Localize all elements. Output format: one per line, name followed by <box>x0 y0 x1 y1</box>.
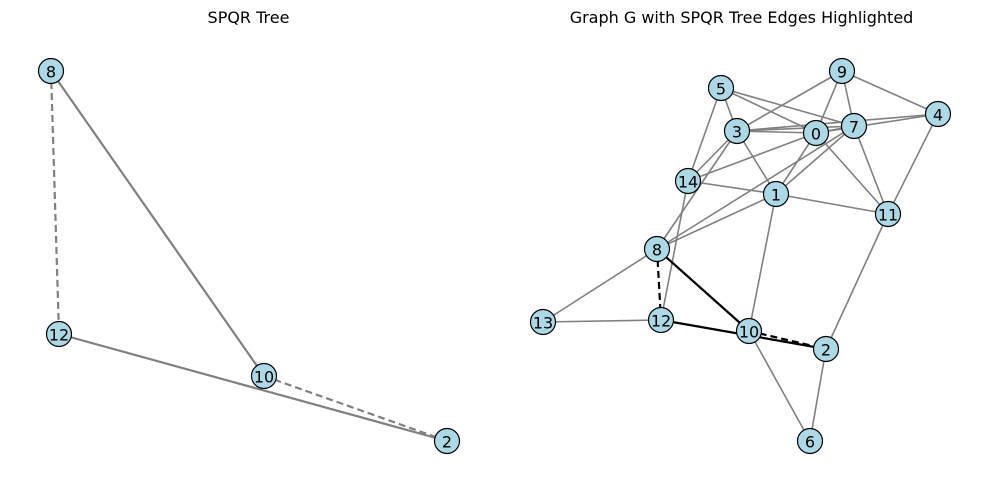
graph-edge-1-10 <box>748 193 777 332</box>
graph-node-6: 6 <box>796 427 824 455</box>
node-label: 6 <box>805 433 815 452</box>
graph-node-5: 5 <box>707 74 735 102</box>
graph-node-13: 13 <box>529 308 557 336</box>
tree-node-2: 2 <box>433 427 461 455</box>
tree-edge-8-10 <box>50 70 265 377</box>
graph-edge-0-11 <box>815 132 889 215</box>
graph-node-1: 1 <box>762 180 790 208</box>
graph-edge-7-1 <box>775 125 855 195</box>
graph-edge-4-11 <box>887 113 939 215</box>
graph-node-3: 3 <box>723 117 751 145</box>
graph-node-0: 0 <box>802 119 830 147</box>
graph-edge-14-12 <box>660 180 689 321</box>
graph-node-8: 8 <box>643 235 671 263</box>
node-label: 0 <box>811 125 821 144</box>
graph-edge-1-8 <box>656 193 777 250</box>
node-label: 9 <box>837 63 847 82</box>
node-label: 12 <box>49 326 69 345</box>
tree-edge-10-2 <box>263 374 448 443</box>
graph-node-14: 14 <box>674 167 702 195</box>
node-label: 1 <box>771 186 781 205</box>
graph-edge-5-7 <box>720 87 855 127</box>
graph-edge-14-1 <box>687 180 777 195</box>
tree-edge-12-2 <box>58 332 448 443</box>
node-label: 10 <box>739 323 759 342</box>
tree-node-10: 10 <box>250 362 278 390</box>
spqr-tree-edges <box>49 70 448 443</box>
graph-edge-7-8 <box>656 125 855 250</box>
graph-edge-3-7 <box>736 125 855 132</box>
graph-g-edges <box>542 70 939 442</box>
tree-node-12: 12 <box>45 320 73 348</box>
graph-edge-13-12 <box>542 319 662 323</box>
graph-node-9: 9 <box>828 57 856 85</box>
graph-edge-3-9 <box>736 70 843 132</box>
node-label: 2 <box>442 433 452 452</box>
node-label: 11 <box>878 206 898 225</box>
graph-edge-7-11 <box>853 125 889 215</box>
node-label: 10 <box>254 368 274 387</box>
graph-edge-8-13 <box>542 248 658 323</box>
graph-node-10: 10 <box>735 317 763 345</box>
node-label: 7 <box>849 118 859 137</box>
graph-g-title: Graph G with SPQR Tree Edges Highlighted <box>569 8 914 27</box>
graph-edge-2-6 <box>809 348 827 442</box>
node-label: 8 <box>46 63 56 82</box>
graph-node-7: 7 <box>840 112 868 140</box>
graph-edge-3-0 <box>736 130 817 134</box>
highlighted-edge-8-10 <box>656 248 750 332</box>
highlighted-edge-10-2 <box>748 329 827 351</box>
graph-node-2: 2 <box>812 335 840 363</box>
tree-edge-8-12 <box>49 70 61 335</box>
spqr-tree-nodes: 8 12 10 2 <box>37 57 461 455</box>
graph-edge-0-4 <box>815 113 939 134</box>
node-label: 13 <box>533 314 553 333</box>
graph-edge-1-11 <box>775 193 889 215</box>
node-label: 5 <box>716 80 726 99</box>
graph-edge-11-2 <box>825 213 889 350</box>
graph-edge-9-4 <box>841 70 939 115</box>
graph-edge-3-4 <box>736 113 939 132</box>
graph-edge-5-14 <box>687 87 722 182</box>
node-label: 8 <box>652 241 662 260</box>
graph-edge-10-6 <box>748 330 811 442</box>
spqr-tree-title: SPQR Tree <box>207 8 290 27</box>
graph-edge-0-14 <box>687 132 817 182</box>
graph-node-11: 11 <box>874 200 902 228</box>
node-label: 14 <box>678 173 698 192</box>
graph-node-12: 12 <box>647 306 675 334</box>
tree-node-8: 8 <box>37 57 65 85</box>
node-label: 3 <box>732 123 742 142</box>
node-label: 2 <box>821 341 831 360</box>
graph-node-4: 4 <box>924 100 952 128</box>
node-label: 4 <box>933 106 943 125</box>
node-label: 12 <box>651 312 671 331</box>
